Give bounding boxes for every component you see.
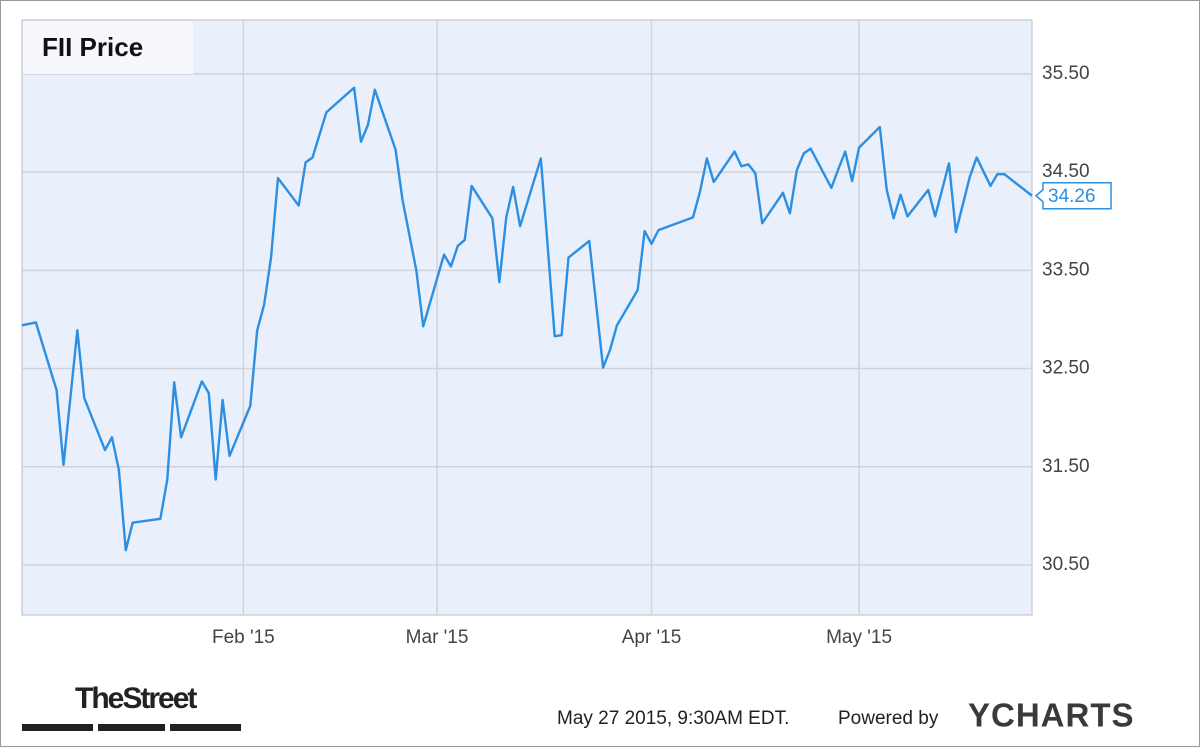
brand-bar: [170, 724, 241, 731]
x-tick-label: May '15: [826, 627, 892, 648]
y-tick-label: 30.50: [1042, 554, 1090, 575]
x-tick-label: Mar '15: [406, 627, 469, 648]
last-value-label: 34.26: [1048, 186, 1096, 207]
powered-by: Powered by: [838, 708, 939, 729]
brand-bar: [98, 724, 165, 731]
brand: TheStreet: [75, 682, 197, 715]
y-tick-label: 35.50: [1042, 63, 1090, 84]
x-tick-label: Feb '15: [212, 627, 275, 648]
timestamp: May 27 2015, 9:30AM EDT.: [557, 708, 789, 729]
chart-title: FII Price: [42, 32, 143, 62]
last-value-callout: [1034, 182, 1112, 210]
brand-bar: [22, 724, 93, 731]
y-tick-label: 33.50: [1042, 259, 1090, 280]
title-box: [23, 21, 193, 74]
x-tick-label: Apr '15: [622, 627, 682, 648]
price-line: [21, 86, 1033, 552]
y-tick-label: 31.50: [1042, 456, 1090, 477]
plot-area: [21, 19, 1033, 616]
y-tick-label: 34.50: [1042, 161, 1090, 182]
y-tick-label: 32.50: [1042, 358, 1090, 379]
logo: YCHARTS: [968, 697, 1135, 734]
